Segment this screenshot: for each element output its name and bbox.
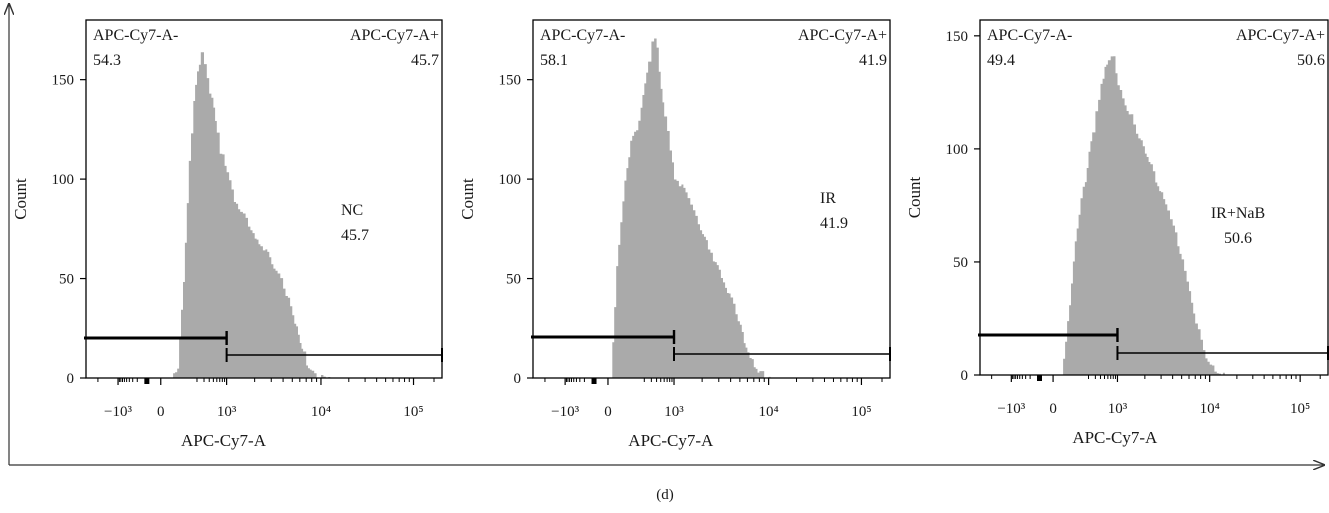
gate-positive-name: APC-Cy7-A+ [798, 27, 887, 44]
sample-label: IR+NaB [1211, 205, 1265, 222]
gate-negative-name: APC-Cy7-A- [987, 27, 1072, 44]
x-tick-label: 0 [604, 404, 612, 420]
y-axis-title: Count [11, 178, 30, 220]
histogram-bars [610, 38, 771, 378]
gate-positive-value: 50.6 [1297, 52, 1325, 69]
gate-positive-name: APC-Cy7-A+ [1236, 27, 1325, 44]
y-tick-label: 0 [67, 371, 75, 387]
x-tick-label: −10³ [997, 401, 1025, 417]
x-tick-label: 10³ [217, 404, 237, 420]
x-tick-label: −10³ [551, 404, 579, 420]
x-tick-label: 10⁴ [311, 404, 331, 420]
sample-value: 50.6 [1224, 230, 1252, 247]
y-tick-label: 150 [946, 29, 969, 45]
histogram-panel-3: 0 50 100 150 −10³ 0 10³ 10⁴ 10⁵ APC-Cy7-A- 49.4 APC… [905, 19, 1329, 447]
x-axis-title: APC-Cy7-A [1072, 428, 1158, 447]
y-tick-label: 100 [946, 142, 969, 158]
zero-marker [144, 378, 150, 384]
sample-label: IR [820, 190, 836, 207]
zero-marker [1036, 375, 1042, 381]
histogram-bars [1061, 56, 1225, 376]
gate-negative-name: APC-Cy7-A- [93, 27, 178, 44]
y-tick-label: 50 [953, 255, 968, 271]
zero-marker [591, 378, 597, 384]
gate-positive-name: APC-Cy7-A+ [350, 27, 439, 44]
gate-negative-name: APC-Cy7-A- [540, 27, 625, 44]
plot-frame [532, 19, 891, 379]
histogram-bars [169, 52, 331, 378]
y-tick-label: 0 [961, 368, 969, 384]
sample-value: 41.9 [820, 215, 848, 232]
y-tick-label: 100 [52, 172, 75, 188]
x-tick-label: 10⁴ [1200, 401, 1220, 417]
y-tick-label: 150 [52, 73, 75, 89]
x-tick-label: 10⁵ [851, 404, 871, 420]
x-tick-label: 0 [1049, 401, 1057, 417]
x-tick-label: 10⁵ [403, 404, 423, 420]
plot-frame [85, 19, 443, 379]
gate-negative-value: 54.3 [93, 52, 121, 69]
x-tick-label: −10³ [104, 404, 132, 420]
gate-positive-value: 41.9 [859, 52, 887, 69]
histogram-panel-1: 0 50 100 150 −10³ 0 10³ 10⁴ 10⁵ APC-Cy7-A- 54.3 APC… [11, 19, 443, 450]
y-tick-label: 150 [499, 73, 522, 89]
y-axis-title: Count [458, 178, 477, 220]
y-tick-label: 50 [59, 272, 74, 288]
y-tick-label: 100 [499, 172, 522, 188]
y-axis-title: Count [905, 176, 924, 218]
sample-label: NC [341, 202, 363, 219]
x-tick-label: 0 [157, 404, 165, 420]
gate-negative-value: 49.4 [987, 52, 1015, 69]
y-tick-label: 0 [514, 371, 522, 387]
sample-value: 45.7 [341, 227, 369, 244]
x-tick-label: 10⁴ [759, 404, 779, 420]
y-tick-label: 50 [506, 272, 521, 288]
x-tick-label: 10³ [664, 404, 684, 420]
histogram-panel-2: 0 50 100 150 −10³ 0 10³ 10⁴ 10⁵ APC-Cy7-A- 58.1 APC… [458, 19, 891, 450]
x-tick-label: 10³ [1108, 401, 1128, 417]
plot-frame [979, 19, 1329, 376]
gate-positive-value: 45.7 [411, 52, 439, 69]
x-axis-title: APC-Cy7-A [181, 431, 267, 450]
x-axis-title: APC-Cy7-A [628, 431, 714, 450]
gate-negative-value: 58.1 [540, 52, 568, 69]
panel-caption: (d) [656, 487, 674, 503]
x-tick-label: 10⁵ [1290, 401, 1310, 417]
